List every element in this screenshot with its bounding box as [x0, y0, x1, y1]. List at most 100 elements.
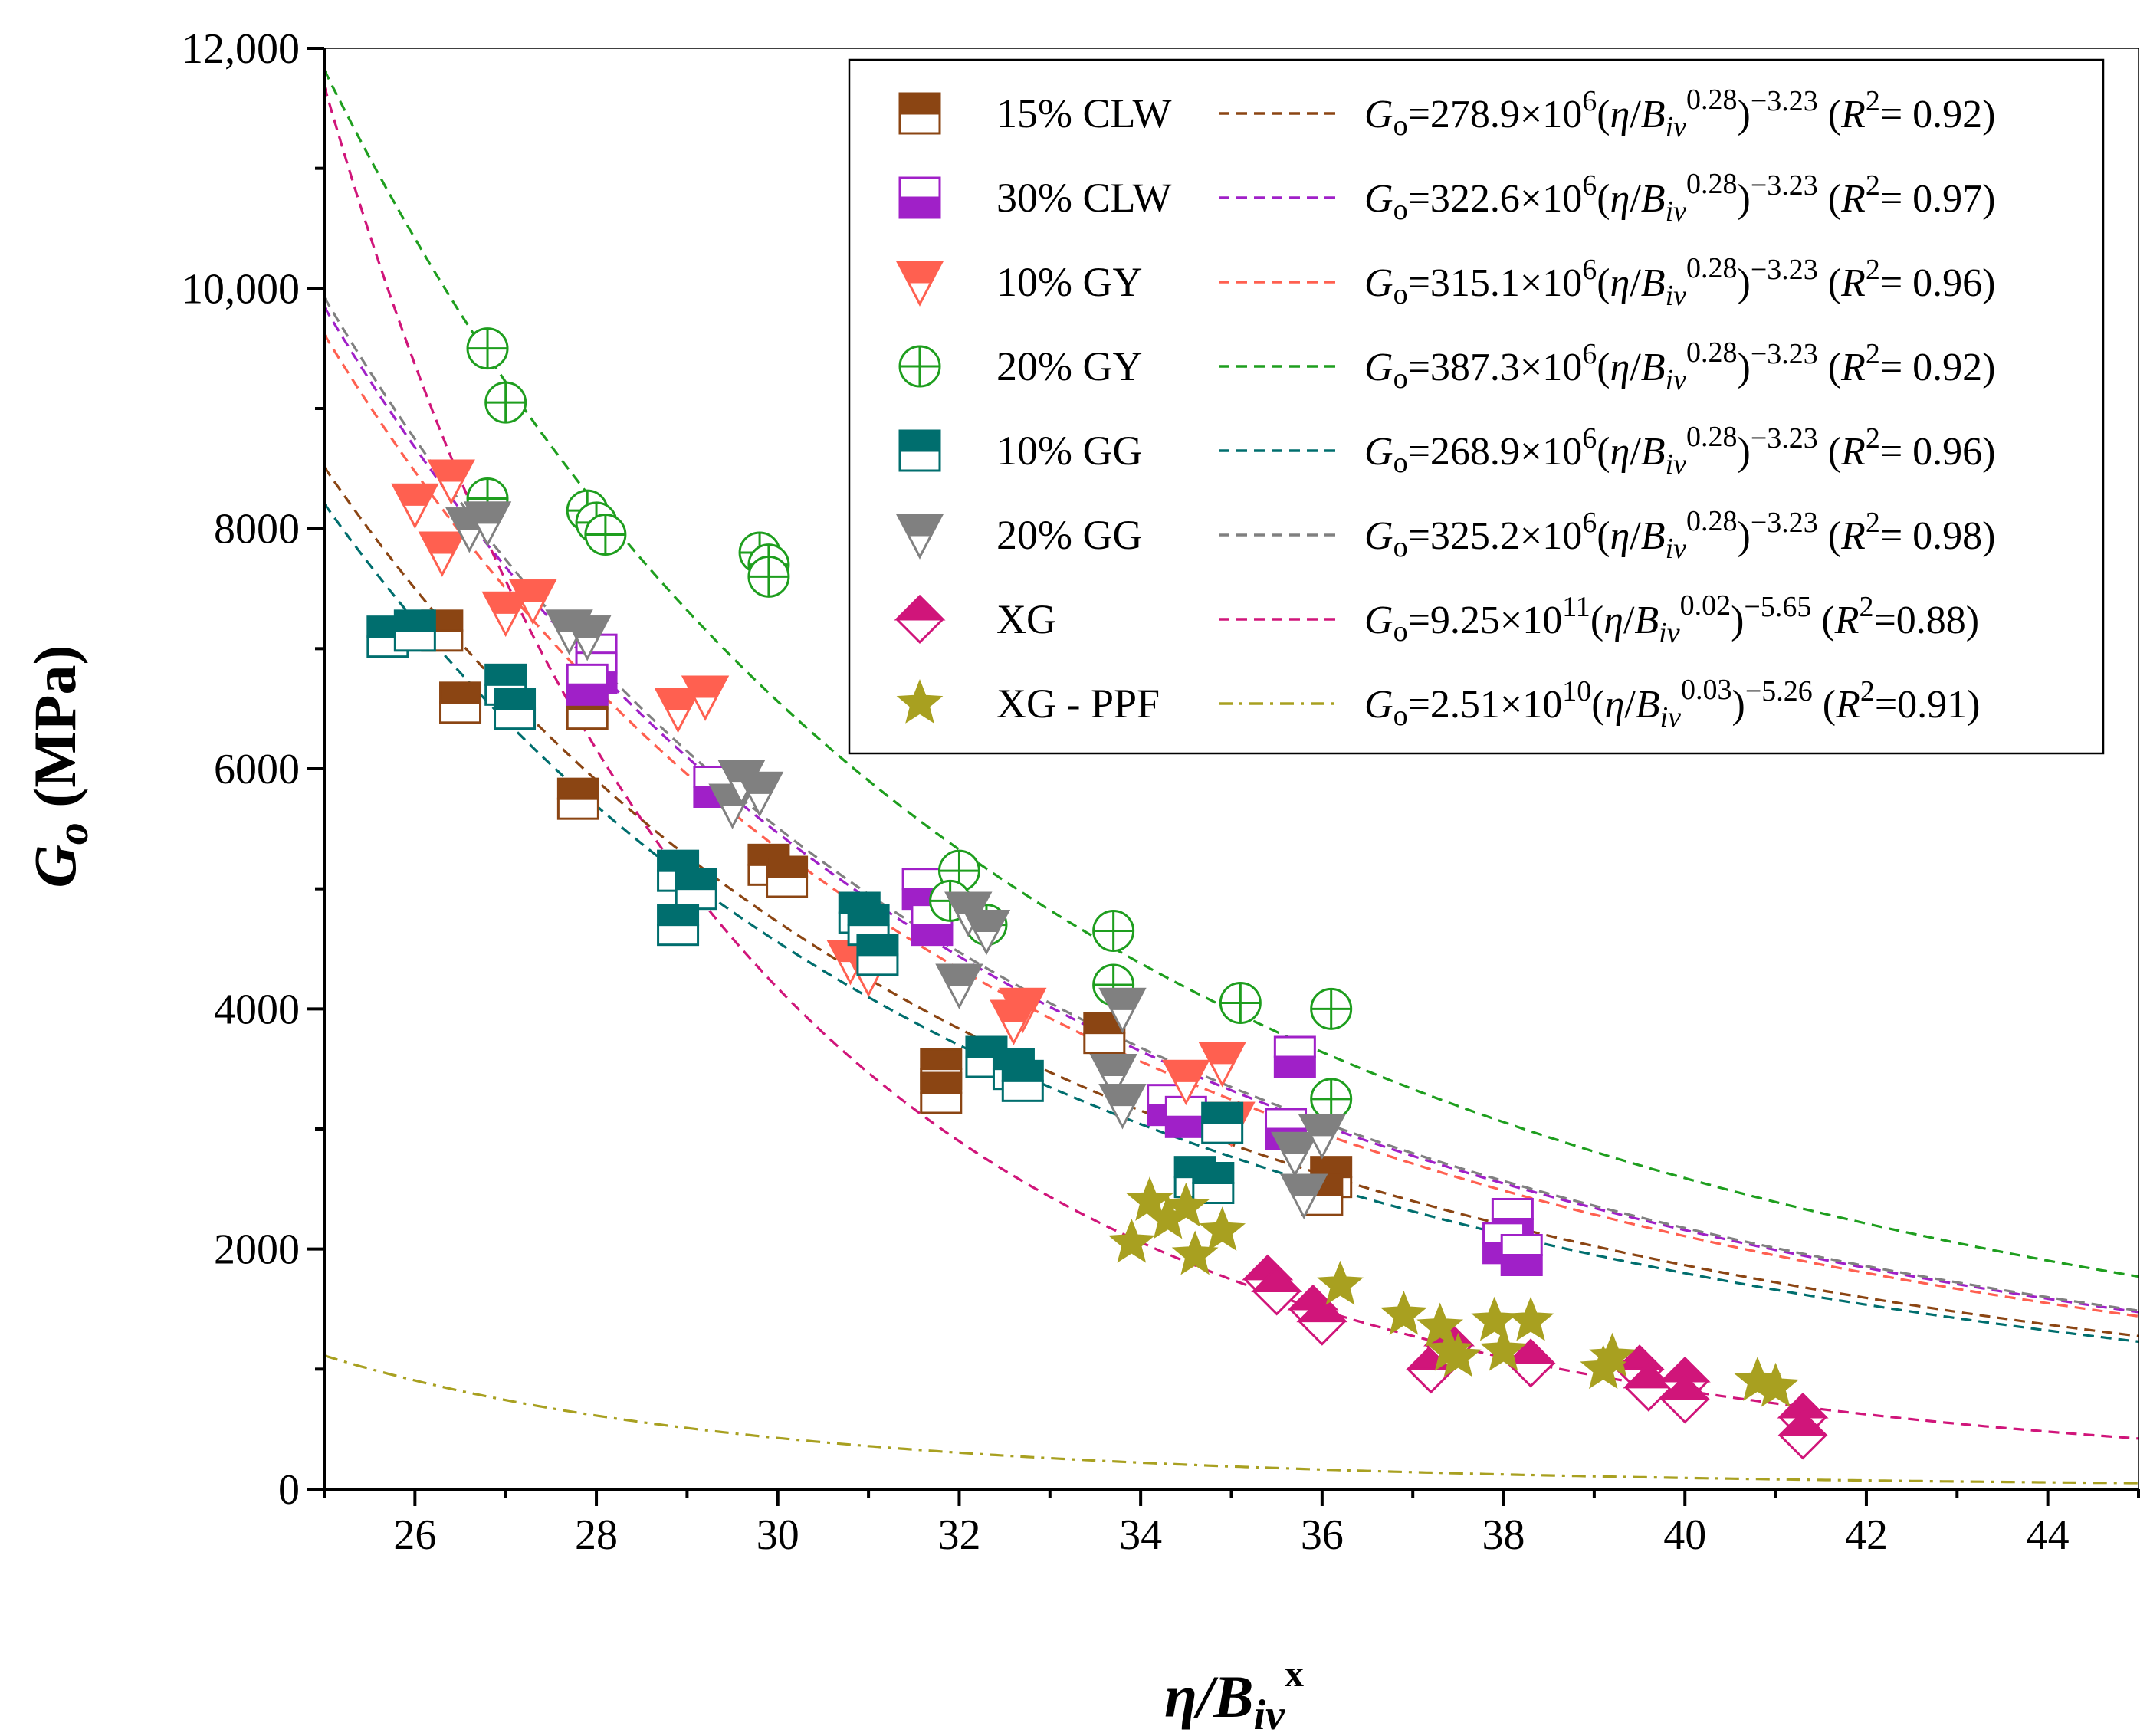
fit-curve-2 [324, 333, 2139, 1318]
legend-label-6: XG [996, 596, 1056, 642]
legend-box [848, 58, 2105, 755]
point-7-12 [1480, 1326, 1527, 1371]
x-axis-label: η/Bivx [1164, 1652, 1304, 1736]
y-tick-label: 2000 [214, 1226, 300, 1274]
fit-curve-1 [324, 306, 2139, 1314]
point-3-5 [584, 514, 627, 556]
point-2-10 [990, 999, 1038, 1045]
point-7-13 [1507, 1296, 1554, 1341]
point-5-6 [735, 771, 784, 818]
point-5-1 [463, 501, 512, 547]
point-6-1 [1251, 1266, 1303, 1316]
point-2-6 [681, 675, 730, 721]
point-4-3 [494, 688, 537, 730]
x-tick-label: 40 [1663, 1511, 1706, 1559]
point-3-15 [1310, 987, 1353, 1030]
y-tick-label: 4000 [214, 986, 300, 1033]
legend-label-5: 20% GG [996, 512, 1142, 558]
point-3-1 [484, 381, 527, 424]
point-7-10 [1434, 1332, 1482, 1377]
point-5-12 [1098, 987, 1147, 1034]
x-tick-label: 26 [393, 1511, 436, 1559]
point-7-7 [1380, 1290, 1427, 1335]
point-0-7 [920, 1071, 963, 1114]
fit-curve-7 [324, 1354, 2139, 1485]
point-4-12 [1001, 1059, 1044, 1102]
point-4-9 [856, 934, 899, 976]
point-5-7 [935, 963, 983, 1009]
y-tick-label: 8000 [214, 506, 300, 553]
legend-label-4: 10% GG [996, 428, 1142, 474]
legend-label-1: 30% CLW [996, 175, 1171, 221]
point-2-2 [418, 531, 466, 577]
legend-marker-6 [894, 594, 946, 645]
x-tick-label: 32 [937, 1511, 980, 1559]
point-7-5 [1199, 1206, 1246, 1252]
point-7-1 [1126, 1176, 1173, 1221]
legend-marker-0 [898, 92, 941, 135]
legend-equation-4: Go=268.9×106(η/Biv0.28)−3.23 (R2= 0.96) [1364, 421, 1996, 481]
point-7-17 [1752, 1362, 1799, 1407]
point-0-1 [439, 681, 482, 724]
point-1-2 [566, 663, 609, 706]
legend-marker-3 [898, 345, 941, 388]
legend-marker-7 [896, 679, 944, 724]
legend-equation-3: Go=387.3×106(η/Biv0.28)−3.23 (R2= 0.92) [1364, 336, 1996, 396]
plot-frame [324, 48, 2139, 1489]
x-tick-label: 34 [1119, 1511, 1162, 1559]
data-points [366, 327, 1829, 1460]
legend-equation-2: Go=315.1×106(η/Biv0.28)−3.23 (R2= 0.96) [1364, 252, 1996, 312]
point-3-12 [1092, 910, 1135, 952]
point-4-6 [657, 904, 700, 947]
point-6-10 [1659, 1374, 1711, 1424]
legend-equation-1: Go=322.6×106(η/Biv0.28)−3.23 (R2= 0.97) [1364, 168, 1996, 228]
point-2-1 [427, 459, 475, 505]
point-7-11 [1471, 1296, 1518, 1341]
legend-equation-0: Go=278.9×106(η/Biv0.28)−3.23 (R2= 0.92) [1364, 84, 1996, 143]
y-tick-label: 0 [278, 1466, 300, 1514]
point-7-8 [1416, 1302, 1464, 1347]
x-tick-label: 44 [2027, 1511, 2070, 1559]
point-5-10 [1089, 1054, 1137, 1100]
legend-marker-1 [898, 176, 941, 219]
point-5-14 [1280, 1173, 1328, 1220]
legend-marker-4 [898, 429, 941, 472]
point-2-11 [1162, 1059, 1210, 1106]
point-5-9 [962, 910, 1011, 956]
legend-label-3: 20% GY [996, 343, 1142, 389]
point-4-1 [393, 609, 436, 652]
point-6-6 [1505, 1338, 1557, 1388]
point-4-5 [675, 868, 717, 911]
x-tick-label: 42 [1845, 1511, 1888, 1559]
point-5-3 [563, 615, 612, 661]
point-7-4 [1171, 1230, 1219, 1275]
x-tick-label: 28 [575, 1511, 618, 1559]
point-3-0 [466, 327, 509, 370]
legend-label-2: 10% GY [996, 259, 1142, 305]
y-tick-label: 6000 [214, 746, 300, 793]
point-1-8 [1273, 1035, 1316, 1078]
legend-label-7: XG - PPF [996, 681, 1160, 727]
point-4-14 [1192, 1162, 1235, 1204]
point-5-15 [1298, 1114, 1346, 1160]
legend-equation-6: Go=9.25×1011(η/Biv0.02)−5.65 (R2=0.88) [1364, 589, 1979, 649]
point-2-3 [481, 591, 530, 638]
point-6-3 [1296, 1296, 1348, 1346]
axes: 26 28 30 32 34 36 38 40 42 44 0 2000 4000 6000 8000 10,… [182, 25, 2140, 1559]
fit-curve-6 [324, 85, 2139, 1440]
legend-marker-2 [895, 261, 944, 307]
point-1-7 [1164, 1095, 1207, 1138]
legend-equation-5: Go=325.2×106(η/Biv0.28)−3.23 (R2= 0.98) [1364, 505, 1996, 565]
y-tick-label: 10,000 [182, 265, 300, 313]
point-0-3 [556, 777, 599, 820]
point-4-15 [1201, 1101, 1244, 1144]
point-1-12 [1500, 1234, 1543, 1276]
x-tick-label: 30 [757, 1511, 799, 1559]
y-tick-label: 12,000 [182, 25, 300, 73]
legend-equation-7: Go=2.51×1010(η/Biv0.03)−5.26 (R2=0.91) [1364, 674, 1981, 733]
point-7-6 [1317, 1260, 1364, 1305]
point-7-3 [1162, 1182, 1210, 1227]
point-3-16 [1310, 1078, 1353, 1121]
point-2-4 [509, 579, 557, 625]
